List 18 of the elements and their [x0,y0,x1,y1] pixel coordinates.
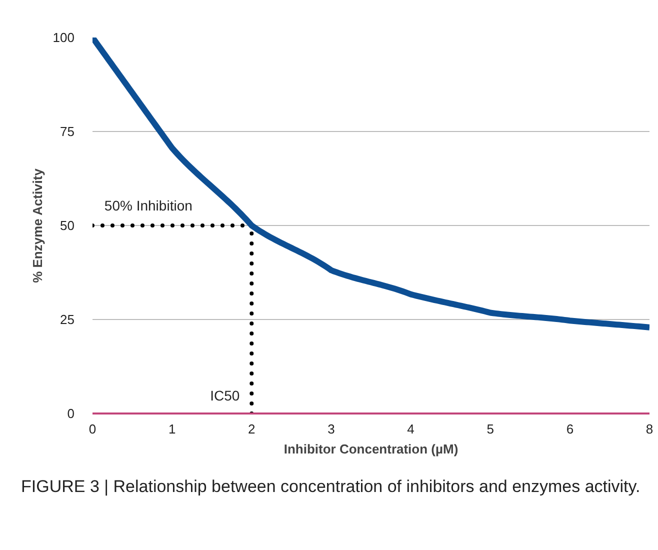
caption: FIGURE 3 | Relationship between concentration of inhibitors and enzymes activity. [21,476,640,498]
x-tick-label: 6 [566,422,574,436]
ref-line-label: 50% Inhibition [104,198,192,214]
x-tick-label: 3 [328,422,335,436]
x-tick-label: 4 [407,422,414,436]
y-tick-label: 25 [60,312,75,327]
y-tick-label: 75 [60,124,75,139]
x-tick-label: 1 [168,422,176,436]
y-axis-title: % Enzyme Activity [30,168,45,283]
x-tick-label: 8 [646,422,654,436]
x-tick-label: 2 [248,422,256,436]
y-tick-label: 0 [67,406,75,421]
x-axis-title: Inhibitor Concentration (µM) [284,442,458,456]
x-tick-label: 5 [486,422,494,436]
ref-line-label: IC50 [210,388,240,404]
y-tick-label: 50 [60,218,75,233]
x-tick-label: 0 [88,422,96,436]
y-tick-label: 100 [52,30,75,45]
